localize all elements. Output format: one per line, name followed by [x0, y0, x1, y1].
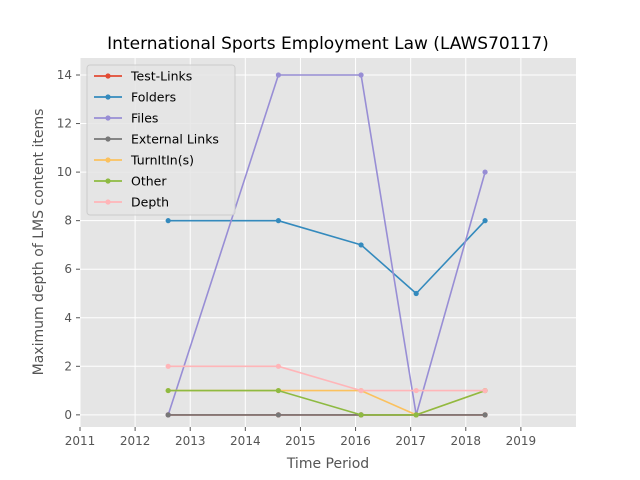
y-tick-label: 2 — [64, 359, 72, 373]
data-point-other — [413, 412, 419, 418]
legend-marker — [105, 178, 111, 184]
x-tick-label: 2014 — [230, 434, 261, 448]
data-point-external-links — [165, 412, 171, 418]
legend-marker — [105, 94, 111, 100]
legend-label: Other — [131, 174, 167, 189]
x-tick-label: 2016 — [340, 434, 371, 448]
x-tick-label: 2018 — [451, 434, 482, 448]
x-axis-label: Time Period — [286, 456, 369, 472]
legend-marker — [105, 73, 111, 79]
data-point-files — [482, 169, 488, 175]
legend-marker — [105, 136, 111, 142]
legend-marker — [105, 115, 111, 121]
data-point-external-links — [275, 412, 281, 418]
data-point-other — [165, 387, 171, 394]
legend-label: Depth — [131, 195, 169, 210]
data-point-depth — [275, 363, 281, 369]
data-point-depth — [413, 387, 419, 394]
data-point-other — [358, 412, 364, 418]
data-point-folders — [165, 218, 171, 224]
y-tick-label: 0 — [64, 408, 72, 422]
legend-box — [86, 64, 236, 216]
legend-label: Files — [131, 111, 158, 126]
x-tick-label: 2012 — [120, 434, 151, 448]
legend-label: TurnItIn(s) — [130, 153, 194, 168]
data-point-depth — [358, 387, 364, 394]
y-tick-label: 6 — [64, 262, 72, 276]
x-tick-label: 2013 — [175, 434, 206, 448]
legend-label: External Links — [131, 132, 219, 147]
series-layer — [165, 72, 488, 418]
y-tick-label: 12 — [57, 117, 72, 131]
data-point-depth — [482, 387, 488, 394]
y-tick-label: 8 — [64, 214, 72, 228]
chart-title: International Sports Employment Law (LAW… — [107, 34, 549, 54]
data-point-files — [275, 72, 281, 78]
y-tick-label: 14 — [57, 68, 72, 82]
data-point-folders — [413, 290, 419, 297]
x-axis-ticks: 2011 2012 2013 2014 2015 2016 2017 2018 2019 — [65, 427, 536, 448]
legend-label: Test-Links — [130, 69, 192, 84]
legend-marker — [105, 199, 111, 205]
data-point-folders — [358, 242, 364, 248]
y-tick-label: 4 — [64, 311, 72, 325]
data-point-other — [275, 387, 281, 394]
data-point-folders — [275, 218, 281, 224]
legend-marker — [105, 157, 111, 163]
data-point-depth — [165, 363, 171, 369]
y-tick-label: 10 — [57, 165, 72, 179]
x-tick-label: 2011 — [65, 434, 96, 448]
x-tick-label: 2015 — [285, 434, 316, 448]
legend: Test-Links Folders Files External Links Turn… — [86, 64, 236, 216]
x-tick-label: 2019 — [506, 434, 537, 448]
data-point-files — [358, 72, 364, 78]
x-tick-label: 2017 — [395, 434, 426, 448]
legend-label: Folders — [131, 90, 176, 105]
data-point-external-links — [482, 412, 488, 418]
data-point-folders — [482, 218, 488, 224]
y-axis-ticks: 0 2 4 6 8 10 12 14 — [57, 68, 80, 422]
y-axis-label: Maximum depth of LMS content items — [31, 109, 47, 376]
